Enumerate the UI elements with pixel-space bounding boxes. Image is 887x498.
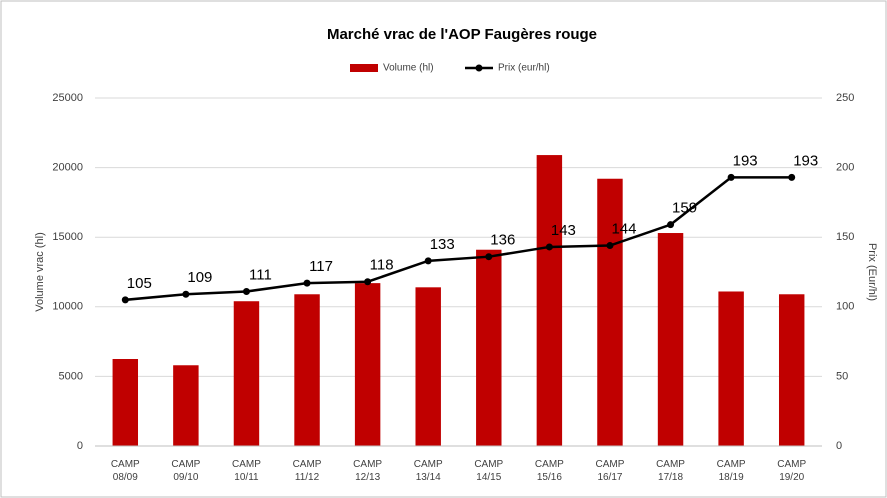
- x-tick-label: CAMP 19/20: [777, 459, 807, 483]
- bar: [173, 365, 199, 446]
- y2-tick-label: 200: [836, 162, 854, 174]
- y-tick-label: 20000: [52, 162, 83, 174]
- price-point: [788, 173, 796, 181]
- x-tick-label: CAMP 12/13: [353, 459, 383, 483]
- price-point: [667, 221, 675, 229]
- legend-label: Volume (hl): [383, 63, 434, 74]
- y-tick-label: 25000: [52, 92, 83, 104]
- legend-label: Prix (eur/hl): [498, 63, 550, 74]
- price-line: [125, 176, 792, 302]
- bar: [112, 359, 139, 446]
- data-label: 105: [127, 275, 152, 292]
- bar: [597, 178, 623, 446]
- data-label: 111: [249, 266, 272, 283]
- bar: [233, 301, 260, 446]
- price-point: [364, 278, 372, 286]
- legend-swatch: [350, 64, 378, 72]
- y-tick-label: 5000: [59, 370, 83, 382]
- y2-tick-label: 100: [836, 301, 854, 313]
- price-point: [727, 173, 735, 181]
- data-label: 144: [611, 221, 636, 238]
- data-label: 133: [430, 236, 455, 253]
- price-point: [485, 253, 493, 261]
- x-tick-label: CAMP 15/16: [534, 459, 564, 483]
- x-tick-label: CAMP 11/12: [292, 459, 322, 483]
- y-axis-label: Volume vrac (hl): [34, 232, 46, 311]
- bar: [536, 155, 563, 446]
- bar: [718, 291, 744, 446]
- data-label: 109: [187, 269, 212, 286]
- x-tick-label: CAMP 10/11: [232, 459, 261, 483]
- y-tick-label: 15000: [52, 231, 83, 243]
- x-tick-label: CAMP 17/18: [656, 459, 685, 483]
- data-label: 118: [370, 257, 394, 274]
- bar: [778, 294, 805, 446]
- data-label: 136: [490, 232, 515, 249]
- x-tick-label: CAMP 09/10: [171, 459, 201, 483]
- data-label: 117: [309, 258, 333, 275]
- price-point: [182, 290, 190, 298]
- price-point: [242, 287, 250, 295]
- x-tick-label: CAMP 14/15: [474, 459, 504, 483]
- chart-title: Marché vrac de l'AOP Faugères rouge: [327, 26, 597, 43]
- x-tick-label: CAMP 18/19: [716, 459, 746, 483]
- y2-tick-label: 0: [836, 440, 842, 452]
- price-point: [545, 243, 553, 251]
- price-point: [424, 257, 432, 265]
- y-tick-label: 0: [77, 440, 83, 452]
- bar: [415, 287, 441, 446]
- bar: [354, 283, 381, 446]
- bar: [476, 249, 502, 446]
- data-label: 159: [672, 200, 697, 217]
- x-tick-label: CAMP 16/17: [595, 459, 625, 483]
- y-tick-label: 10000: [52, 301, 83, 313]
- y2-tick-label: 150: [836, 231, 854, 243]
- y2-axis-label: Prix (Eur/hl): [866, 243, 878, 301]
- y2-tick-label: 250: [836, 92, 854, 104]
- data-label: 143: [551, 222, 576, 239]
- x-tick-label: CAMP 13/14: [413, 459, 443, 483]
- y2-tick-label: 50: [836, 370, 848, 382]
- x-tick-label: CAMP 08/09: [110, 459, 140, 483]
- price-point: [606, 242, 614, 250]
- data-label: 193: [793, 152, 818, 169]
- bar: [657, 233, 684, 446]
- price-point: [303, 279, 311, 287]
- legend-swatch: [475, 64, 483, 72]
- data-label: 193: [733, 152, 758, 169]
- bar: [294, 294, 320, 446]
- price-point: [121, 296, 129, 304]
